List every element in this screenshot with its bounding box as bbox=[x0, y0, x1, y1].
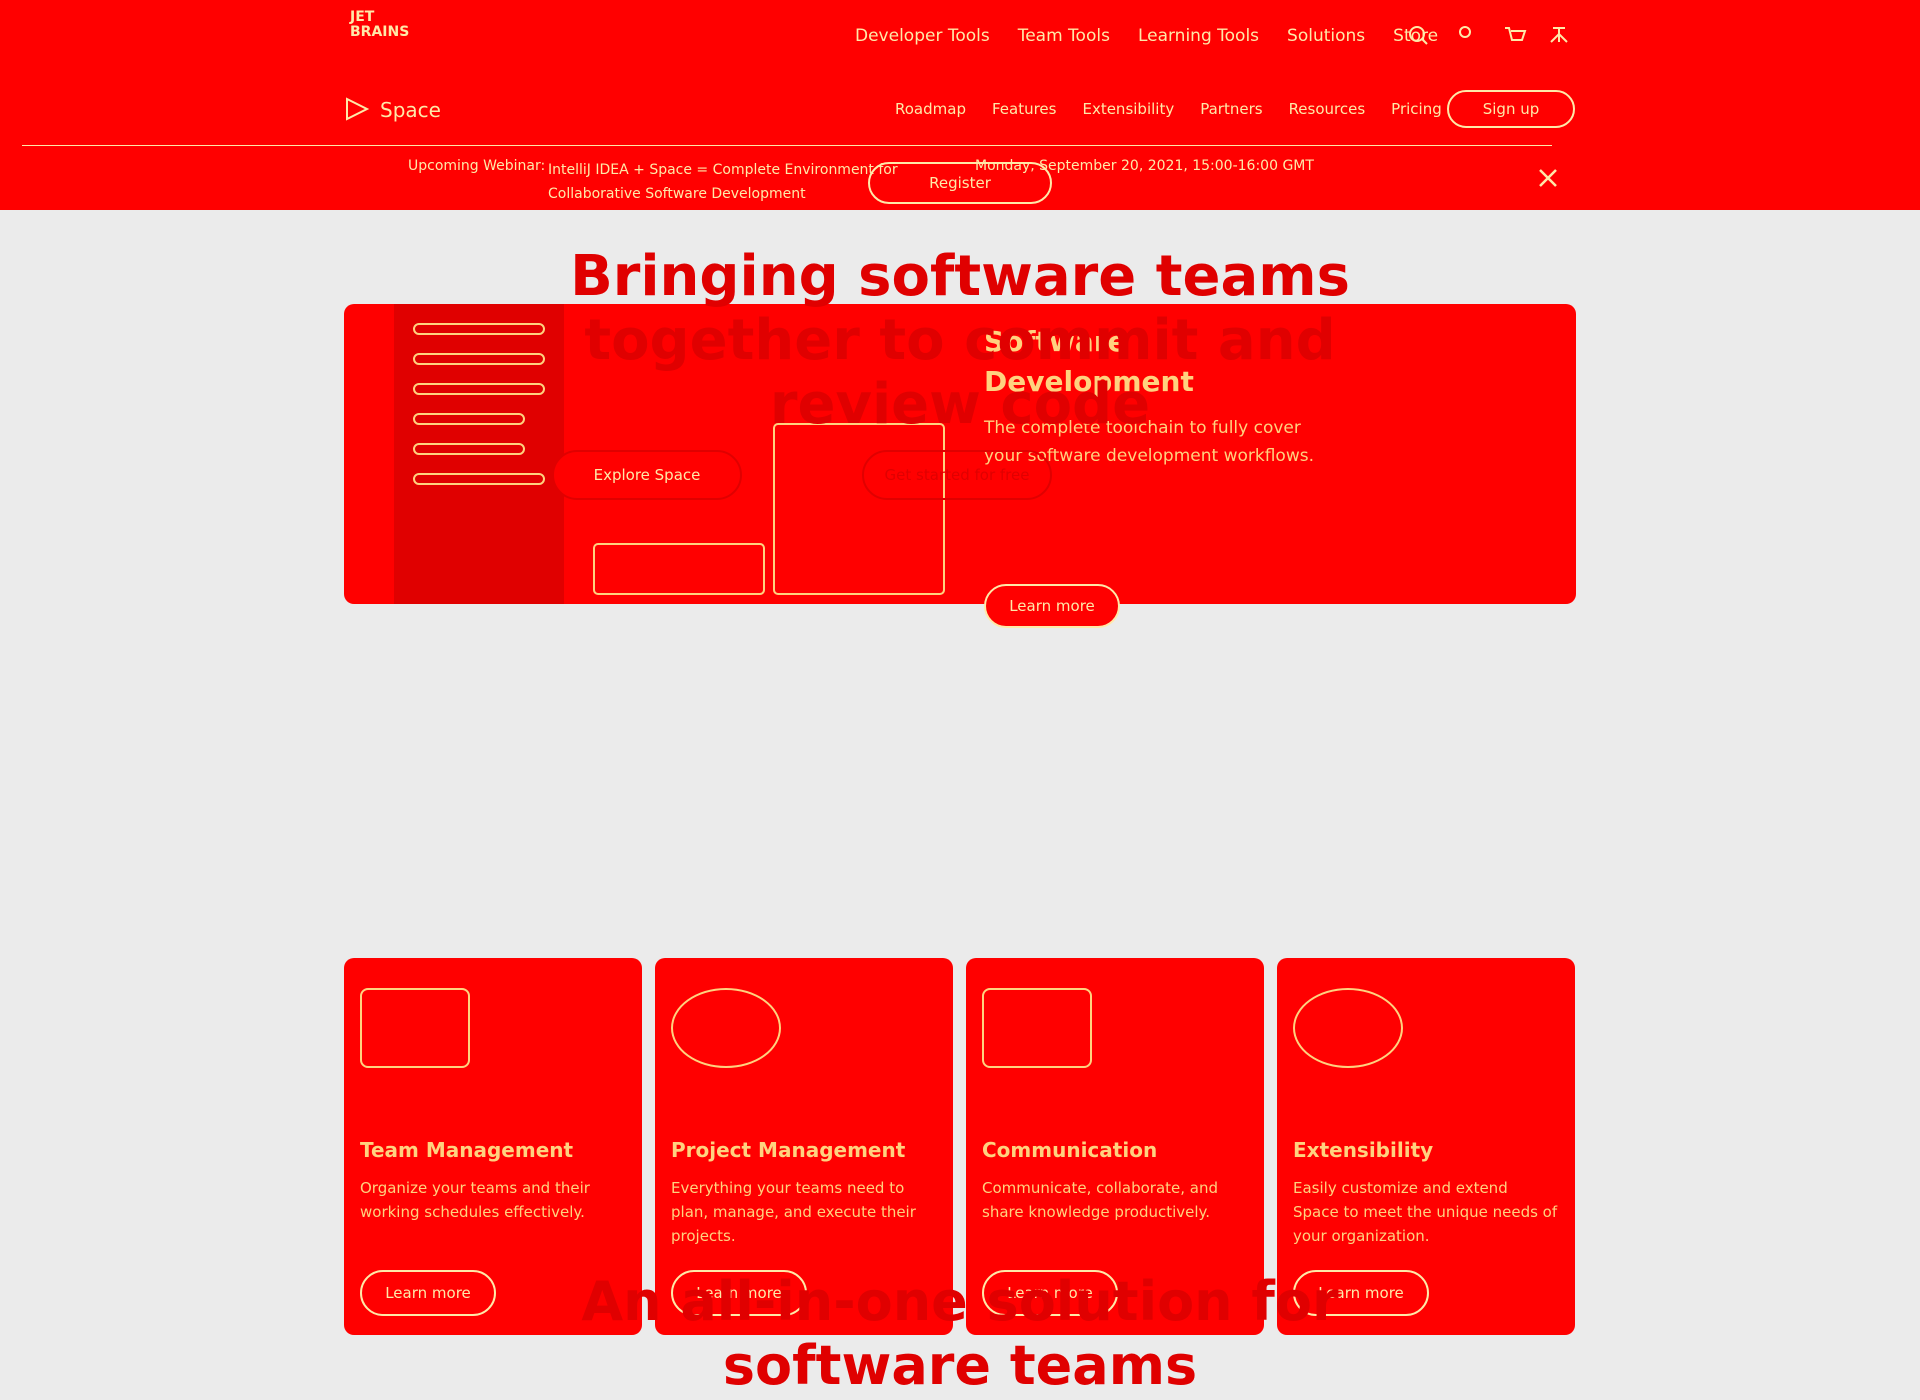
nav-icons bbox=[1409, 26, 1568, 45]
card-text: Organize your teams and their working sc… bbox=[360, 1179, 590, 1221]
hero-buttons: Explore Space Get started for free bbox=[552, 450, 1052, 500]
card-button[interactable]: Learn more bbox=[1293, 1270, 1429, 1316]
main-nav: Developer Tools Team Tools Learning Tools S… bbox=[855, 26, 1438, 46]
webinar-date: Monday, September 20, 2021, 15:00-16:00 … bbox=[975, 158, 1314, 174]
subnav-link[interactable]: Partners bbox=[1200, 100, 1263, 118]
subnav-link[interactable]: Roadmap bbox=[895, 100, 966, 118]
header: JET BRAINS Developer Tools Team Tools Lear… bbox=[0, 0, 1920, 210]
card-button[interactable]: Learn more bbox=[360, 1270, 496, 1316]
card-text: Everything your teams need to plan, mana… bbox=[671, 1179, 916, 1245]
card-button[interactable]: Learn more bbox=[671, 1270, 807, 1316]
card-icon bbox=[360, 988, 470, 1068]
subnav-link[interactable]: Pricing bbox=[1391, 100, 1442, 118]
logo[interactable]: JET BRAINS bbox=[350, 10, 409, 40]
card-icon bbox=[982, 988, 1092, 1068]
card-title: Team Management bbox=[360, 1138, 574, 1162]
feature-card: Software Development The complete toolch… bbox=[344, 304, 1576, 628]
subnav-link[interactable]: Features bbox=[991, 100, 1057, 118]
feature-card: Communication Communicate, collaborate, a… bbox=[966, 958, 1264, 1335]
card-icon bbox=[671, 988, 781, 1068]
feature-card: Project Management Everything your teams … bbox=[655, 958, 953, 1335]
feature-card: Team Management Organize your teams and t… bbox=[344, 958, 642, 1335]
product-name[interactable]: Space bbox=[380, 98, 441, 122]
card-title: Project Management bbox=[671, 1138, 906, 1162]
card-text: Communicate, collaborate, and share know… bbox=[982, 1179, 1219, 1221]
feature-card: Extensibility Easily customize and extend… bbox=[1277, 958, 1575, 1335]
webinar-title: IntelliJ IDEA + Space = Complete Environ… bbox=[548, 162, 898, 202]
nav-link[interactable]: Developer Tools bbox=[855, 26, 990, 46]
feature-title: Software Development bbox=[984, 325, 1194, 398]
card-title: Extensibility bbox=[1293, 1138, 1434, 1162]
feature-text: The complete toolchain to fully cover yo… bbox=[984, 418, 1314, 466]
hero-button[interactable]: Explore Space bbox=[552, 450, 742, 500]
close-icon[interactable] bbox=[1538, 168, 1558, 188]
cards: Team Management Organize your teams and t… bbox=[344, 958, 1575, 1335]
card-text: Easily customize and extend Space to mee… bbox=[1293, 1179, 1558, 1245]
hero-title: Bringing software teams together to comm… bbox=[570, 244, 1350, 437]
nav-link[interactable]: Store bbox=[1393, 26, 1439, 46]
section-title: An all-in-one solution for software team… bbox=[581, 1270, 1339, 1397]
logo-text: BRAINS bbox=[350, 24, 410, 40]
subnav-link[interactable]: Resources bbox=[1288, 100, 1366, 118]
hero-button[interactable]: Get started for free bbox=[862, 450, 1052, 500]
logo-text: JET bbox=[350, 9, 375, 25]
nav-link[interactable]: Learning Tools bbox=[1137, 26, 1260, 46]
space-logo bbox=[346, 97, 370, 121]
card-title: Communication bbox=[982, 1138, 1158, 1162]
card-button[interactable]: Learn more bbox=[982, 1270, 1118, 1316]
nav-link[interactable]: Team Tools bbox=[1017, 26, 1110, 46]
divider bbox=[22, 145, 1552, 146]
app-mockup bbox=[394, 304, 945, 604]
card-icon bbox=[1293, 988, 1403, 1068]
feature-button[interactable]: Learn more bbox=[984, 584, 1120, 628]
subnav-link[interactable]: Extensibility bbox=[1082, 100, 1175, 118]
sub-nav: Roadmap Features Extensibility Partners Reso… bbox=[895, 100, 1442, 118]
nav-link[interactable]: Solutions bbox=[1287, 26, 1366, 46]
signup-button[interactable]: Sign up bbox=[1447, 90, 1575, 128]
webinar-label: Upcoming Webinar: bbox=[408, 158, 546, 174]
register-button[interactable]: Register bbox=[868, 162, 1052, 204]
